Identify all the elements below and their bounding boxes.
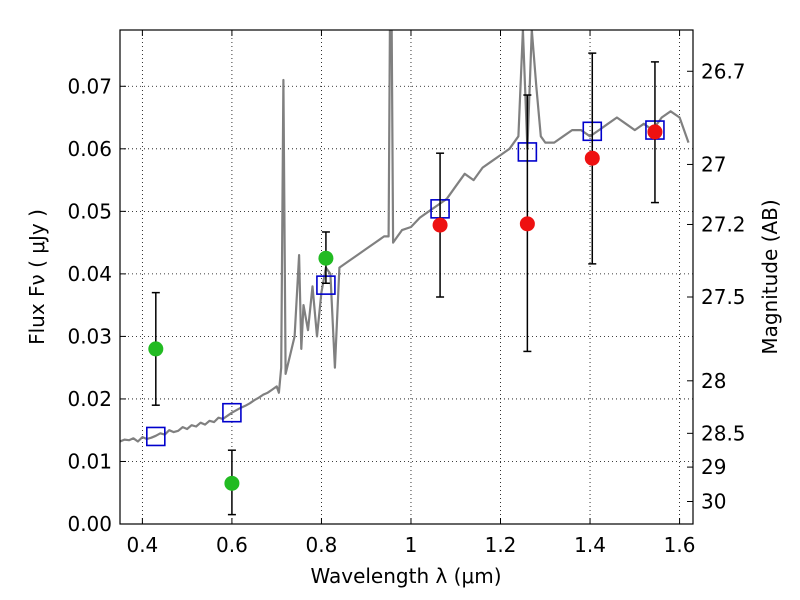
- y-tick-label: 0.06: [67, 137, 112, 161]
- observed-flux-point: [647, 124, 663, 140]
- observed-flux-point: [148, 341, 164, 357]
- x-tick-label: 1.6: [664, 533, 696, 557]
- x-tick-label: 0.8: [306, 533, 338, 557]
- y-right-tick-label: 28: [701, 369, 726, 393]
- y-tick-label: 0.05: [67, 199, 112, 223]
- x-axis-title: Wavelength λ (μm): [310, 564, 501, 588]
- observed-flux-point: [584, 150, 600, 166]
- model-flux-square: [222, 402, 242, 423]
- x-tick-label: 1: [405, 533, 418, 557]
- plot-background: [120, 30, 693, 524]
- y-tick-label: 0.02: [67, 387, 112, 411]
- ticks: 0.4 0.6 0.8 1 1.2 1.4 1.6 0.00 0.01 0.02 0.03 0.04 0…: [67, 30, 746, 557]
- observed-flux-point: [318, 250, 334, 266]
- y-right-tick-label: 27.2: [701, 212, 746, 236]
- y-right-tick-label: 27: [701, 152, 726, 176]
- data-marks: [120, 30, 690, 516]
- y-tick-label: 0.00: [67, 512, 112, 536]
- y-tick-label: 0.01: [67, 449, 112, 473]
- x-tick-label: 1.2: [485, 533, 517, 557]
- y-right-tick-label: 28.5: [701, 421, 746, 445]
- plot-frame: [119, 29, 694, 525]
- x-tick-label: 0.6: [216, 533, 248, 557]
- y-right-tick-label: 27.5: [701, 285, 746, 309]
- model-flux-square: [146, 426, 166, 447]
- y-right-tick-label: 26.7: [701, 59, 746, 83]
- y-tick-label: 0.03: [67, 324, 112, 348]
- y-right-tick-label: 29: [701, 455, 726, 479]
- x-tick-label: 1.4: [574, 533, 606, 557]
- observed-flux-point: [432, 217, 448, 233]
- y-axis-title: Flux Fν ( μJy ): [25, 209, 49, 345]
- observed-flux-point: [224, 475, 240, 491]
- y-tick-label: 0.07: [67, 74, 112, 98]
- y-right-tick-label: 30: [701, 489, 726, 513]
- x-tick-label: 0.4: [126, 533, 158, 557]
- y-right-axis-title: Magnitude (AB): [758, 199, 782, 354]
- y-tick-label: 0.04: [67, 262, 112, 286]
- observed-flux-point: [519, 216, 535, 232]
